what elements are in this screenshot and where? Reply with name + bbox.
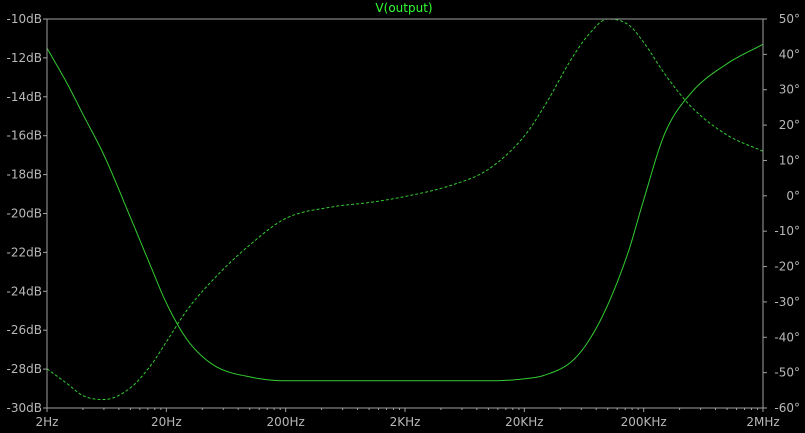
x-tick-label: 20Hz: [151, 415, 182, 429]
y-left-tick-label: -26dB: [7, 323, 42, 337]
y-left-tick-label: -14dB: [7, 90, 42, 104]
y-left-tick-label: -30dB: [7, 401, 42, 415]
x-tick-label: 20KHz: [505, 415, 543, 429]
x-tick-label: 200Hz: [267, 415, 305, 429]
y-right-tick-label: 10°: [779, 153, 800, 167]
y-left-tick-label: -22dB: [7, 245, 42, 259]
y-right-tick-label: -40°: [774, 330, 800, 344]
y-left-tick-label: -28dB: [7, 362, 42, 376]
plot-frame: [46, 18, 764, 409]
y-axis-left: -10dB -12dB -14dB -16dB -18dB -20dB -22dB -24dB…: [7, 12, 47, 415]
plot-curves: [46, 18, 764, 401]
y-left-tick-label: -20dB: [7, 207, 42, 221]
y-right-tick-label: 20°: [779, 118, 800, 132]
y-axis-right: 50° 40° 30° 20° 10° 0° -10° -20° -30° -40° -50° -60…: [763, 12, 800, 415]
x-tick-label: 200KHz: [621, 415, 667, 429]
y-right-tick-label: -10°: [774, 224, 800, 238]
chart-title: V(output): [375, 1, 432, 15]
y-left-tick-label: -16dB: [7, 129, 42, 143]
x-tick-label: 2MHz: [746, 415, 779, 429]
magnitude-trace: [46, 43, 764, 382]
y-left-tick-label: -10dB: [7, 12, 42, 26]
x-tick-label: 2KHz: [390, 415, 421, 429]
y-right-tick-label: 50°: [779, 12, 800, 26]
phase-trace: [46, 18, 764, 401]
y-right-tick-label: 0°: [786, 189, 800, 203]
x-axis: 2Hz 20Hz 200Hz 2KHz 20KHz 200KHz 2MHz: [36, 408, 780, 429]
y-right-tick-label: 40°: [779, 47, 800, 61]
y-right-tick-label: 30°: [779, 83, 800, 97]
y-left-tick-label: -12dB: [7, 51, 42, 65]
y-right-tick-label: -20°: [774, 260, 800, 274]
y-right-tick-label: -30°: [774, 295, 800, 309]
y-right-tick-label: -60°: [774, 401, 800, 415]
y-left-tick-label: -18dB: [7, 168, 42, 182]
y-right-tick-label: -50°: [774, 366, 800, 380]
x-tick-label: 2Hz: [36, 415, 59, 429]
y-left-tick-label: -24dB: [7, 284, 42, 298]
